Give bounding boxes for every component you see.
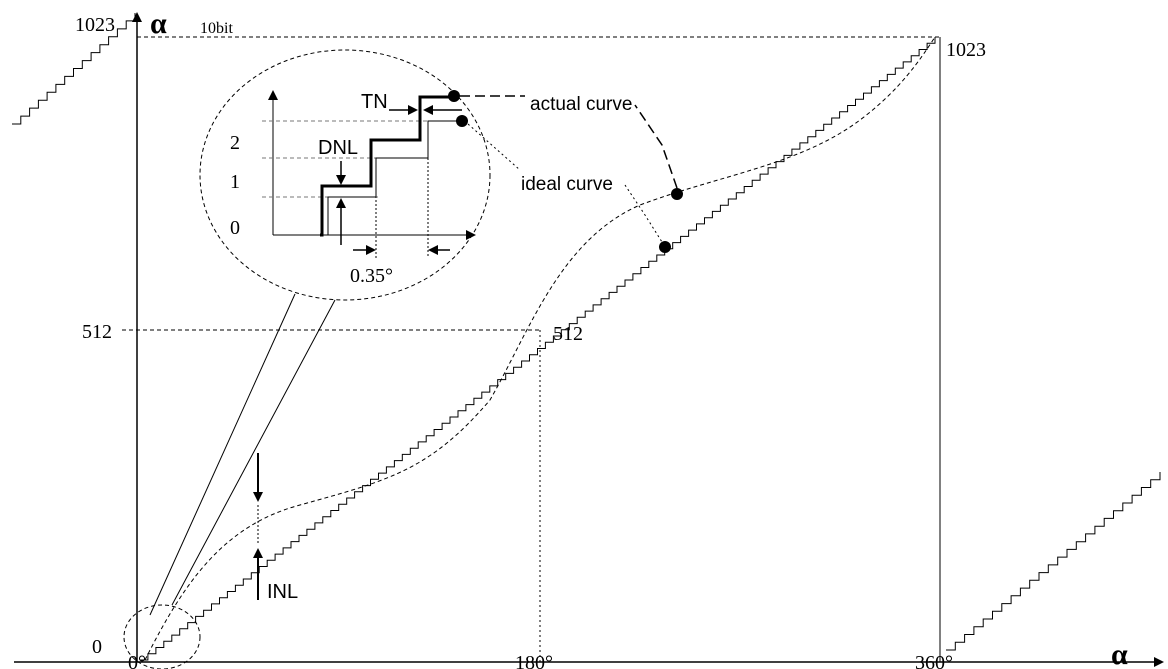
bits-label: 10bit — [200, 20, 233, 37]
ideal-leader-inset — [467, 123, 521, 171]
x-label-180: 180° — [515, 652, 553, 669]
ideal-dot-main — [659, 241, 671, 253]
y-axis-alpha: α — [150, 7, 167, 40]
y-label-512: 512 — [82, 321, 112, 343]
y-label-1023: 1023 — [75, 14, 115, 36]
zoom-connector-b — [171, 299, 336, 606]
tn-label: TN — [361, 91, 388, 113]
actual-curve-label: actual curve — [530, 94, 632, 115]
zoom-connector-a — [149, 293, 296, 616]
inset-tick-1: 1 — [230, 171, 240, 193]
actual-leader-main — [634, 104, 678, 189]
x-label-360: 360° — [915, 652, 953, 669]
inl-label: INL — [267, 581, 298, 603]
ideal-staircase — [140, 37, 936, 661]
wrap-staircase-right — [946, 472, 1161, 651]
inset-tick-0: 0 — [230, 217, 240, 239]
inset-ideal-step — [323, 120, 458, 236]
x-label-0: 0° — [128, 652, 146, 669]
width-label: 0.35° — [350, 265, 393, 287]
actual-curve-line — [144, 36, 936, 661]
center-label-512: 512 — [553, 323, 583, 345]
y-label-0: 0 — [92, 636, 102, 658]
inset-tick-2: 2 — [230, 132, 240, 154]
dnl-label: DNL — [318, 137, 358, 159]
ideal-dot-inset — [456, 115, 468, 127]
actual-dot-inset — [448, 90, 460, 102]
right-label-1023: 1023 — [946, 39, 986, 61]
wrap-staircase-left — [12, 13, 136, 125]
zoom-circle-large — [199, 49, 491, 301]
ideal-curve-label: ideal curve — [521, 174, 613, 195]
x-axis-alpha: α — [1111, 638, 1128, 669]
inset-actual-step — [320, 95, 450, 237]
ideal-leader-main — [624, 184, 663, 243]
zoom-circle-small — [123, 604, 201, 669]
actual-dot-main — [671, 188, 683, 200]
